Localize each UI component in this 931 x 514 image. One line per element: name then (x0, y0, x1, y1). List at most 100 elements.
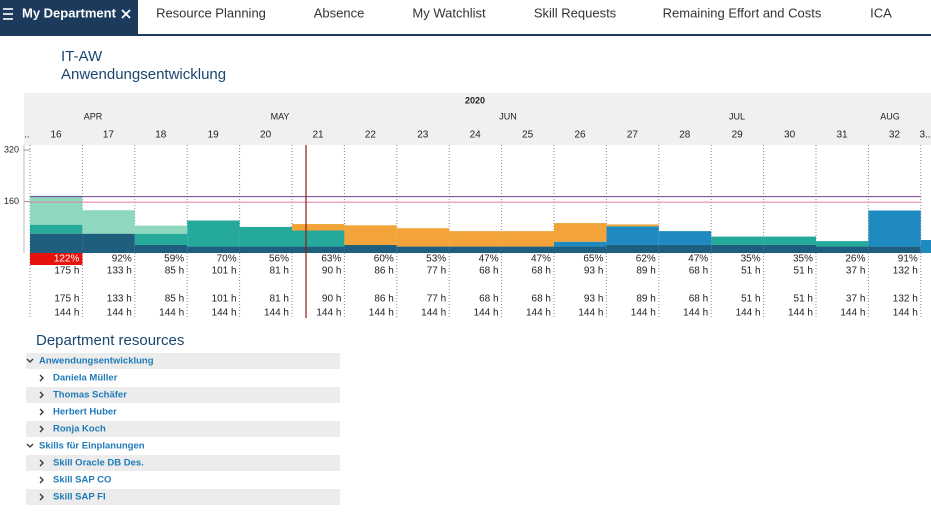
row-value: 37 h (846, 266, 865, 277)
row-value: 132 h (893, 294, 918, 305)
row-value: 101 h (212, 266, 237, 277)
tab-label[interactable]: My Department (22, 5, 117, 20)
row-value: 144 h (788, 308, 813, 319)
over-capacity (30, 253, 83, 265)
tab-label[interactable]: ICA (870, 5, 892, 20)
resource-item[interactable]: Herbert Huber (53, 407, 117, 418)
bar-segment (134, 233, 188, 245)
week-label: 19 (208, 130, 220, 141)
bar-segment (292, 224, 345, 231)
week-label: 18 (155, 130, 167, 141)
resource-group[interactable]: Skills für Einplanungen (39, 441, 145, 452)
menu-icon[interactable] (3, 8, 13, 20)
row-value: 81 h (270, 294, 289, 305)
bar-segment (763, 236, 816, 245)
resource-item[interactable]: Ronja Koch (53, 424, 106, 435)
bar-segment (554, 246, 607, 253)
resource-tree: Anwendungsentwicklung Daniela Müller Thoma… (26, 353, 340, 505)
bar-segment (816, 246, 869, 253)
resource-item[interactable]: Thomas Schäfer (53, 390, 127, 401)
row-value: 90 h (322, 294, 341, 305)
row-value: 144 h (369, 308, 394, 319)
row-value: 51 h (794, 294, 813, 305)
resource-item[interactable]: Daniela Müller (53, 373, 118, 384)
row-value: 144 h (474, 308, 499, 319)
row-value: 133 h (107, 266, 132, 277)
row-value: 35% (793, 254, 813, 265)
bar-segment (763, 244, 816, 253)
row-value: 53% (426, 254, 446, 265)
row-value: 47% (531, 254, 551, 265)
row-value: 86 h (374, 294, 393, 305)
tab-label[interactable]: Skill Requests (534, 5, 617, 20)
month-label: JUL (729, 111, 745, 121)
bar-segment (606, 226, 659, 245)
row-value: 175 h (54, 294, 79, 305)
row-value: 26% (845, 254, 865, 265)
bar-segment (239, 246, 292, 253)
row-value: 93 h (584, 266, 603, 277)
bar-segment (187, 246, 240, 253)
bar-segment (396, 246, 450, 253)
row-value: 144 h (840, 308, 865, 319)
tree-row-bg (26, 353, 340, 369)
row-value: 35% (741, 254, 761, 265)
bar-segment (292, 230, 345, 247)
row-value: 144 h (578, 308, 603, 319)
row-value: 144 h (421, 308, 446, 319)
collapse-icon[interactable] (39, 459, 44, 467)
tab-label[interactable]: Absence (314, 5, 365, 20)
row-value: 91% (898, 254, 918, 265)
collapse-icon[interactable] (39, 374, 44, 382)
collapse-icon[interactable] (39, 493, 44, 501)
row-value: 77 h (427, 294, 446, 305)
bar-segment (30, 195, 83, 225)
row-value: 133 h (107, 294, 132, 305)
row-value: 47% (688, 254, 708, 265)
row-value: 68 h (532, 294, 551, 305)
bar-segment (239, 226, 292, 247)
collapse-icon[interactable] (39, 425, 44, 433)
collapse-icon[interactable] (39, 408, 44, 416)
capacity-chart: APR MAY JUN JUL AUG 320 160 16 17 18 19 20 21 22 23 24 2… (4, 111, 922, 319)
tab-label[interactable]: My Watchlist (412, 5, 486, 20)
tab-label[interactable]: Resource Planning (156, 5, 266, 20)
month-label: MAY (271, 111, 290, 121)
nav-bar (0, 0, 931, 34)
row-value: 175 h (54, 266, 79, 277)
partial-bar (921, 240, 931, 253)
section-title: Department resources (36, 332, 184, 349)
month-label: APR (84, 111, 103, 121)
bar-segment (501, 231, 554, 247)
row-value: 68 h (689, 294, 708, 305)
week-label: 21 (312, 130, 324, 141)
collapse-icon[interactable] (39, 476, 44, 484)
bar-segment (501, 246, 554, 253)
header-subtitle: Anwendungsentwicklung (61, 66, 226, 83)
expand-icon[interactable] (26, 358, 34, 363)
row-value: 144 h (631, 308, 656, 319)
row-value: 144 h (107, 308, 132, 319)
resource-item[interactable]: Skill Oracle DB Des. (53, 458, 144, 469)
resource-item[interactable]: Skill SAP CO (53, 475, 111, 486)
close-tab[interactable] (121, 9, 131, 19)
row-value: 144 h (316, 308, 341, 319)
expand-icon[interactable] (26, 443, 34, 448)
tab-label[interactable]: Remaining Effort and Costs (663, 5, 822, 20)
week-label: 26 (574, 130, 586, 141)
resource-group[interactable]: Anwendungsentwicklung (39, 356, 154, 367)
resource-item[interactable]: Skill SAP FI (53, 492, 106, 503)
active-tab[interactable] (0, 0, 138, 34)
tree-row-bg (26, 455, 340, 471)
collapse-icon[interactable] (39, 391, 44, 399)
bar-segment (134, 244, 188, 253)
row-value: 89 h (636, 294, 655, 305)
row-value: 81 h (270, 266, 289, 277)
bar-segment (606, 244, 659, 253)
row-value: 62% (636, 254, 656, 265)
bar-segment (816, 241, 869, 247)
row-value: 65% (583, 254, 603, 265)
row-value: 70% (217, 254, 237, 265)
row-value: 59% (164, 254, 184, 265)
row-value: 86 h (374, 266, 393, 277)
